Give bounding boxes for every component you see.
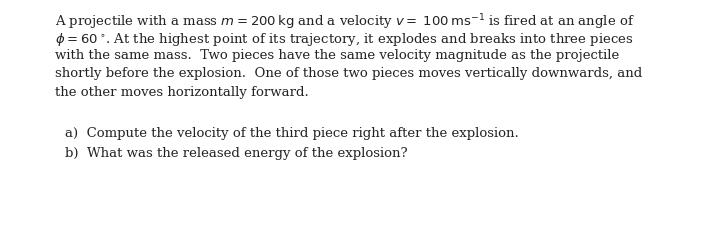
Text: shortly before the explosion.  One of those two pieces moves vertically downward: shortly before the explosion. One of tho… (55, 68, 642, 81)
Text: b)  What was the released energy of the explosion?: b) What was the released energy of the e… (65, 147, 408, 160)
Text: A projectile with a mass $m = 200\,\mathrm{kg}$ and a velocity $v =\; 100\,\math: A projectile with a mass $m = 200\,\math… (55, 12, 635, 32)
Text: the other moves horizontally forward.: the other moves horizontally forward. (55, 86, 309, 99)
Text: a)  Compute the velocity of the third piece right after the explosion.: a) Compute the velocity of the third pie… (65, 127, 518, 139)
Text: with the same mass.  Two pieces have the same velocity magnitude as the projecti: with the same mass. Two pieces have the … (55, 49, 619, 62)
Text: $\phi = 60\,^{\circ}$. At the highest point of its trajectory, it explodes and b: $\phi = 60\,^{\circ}$. At the highest po… (55, 30, 634, 47)
